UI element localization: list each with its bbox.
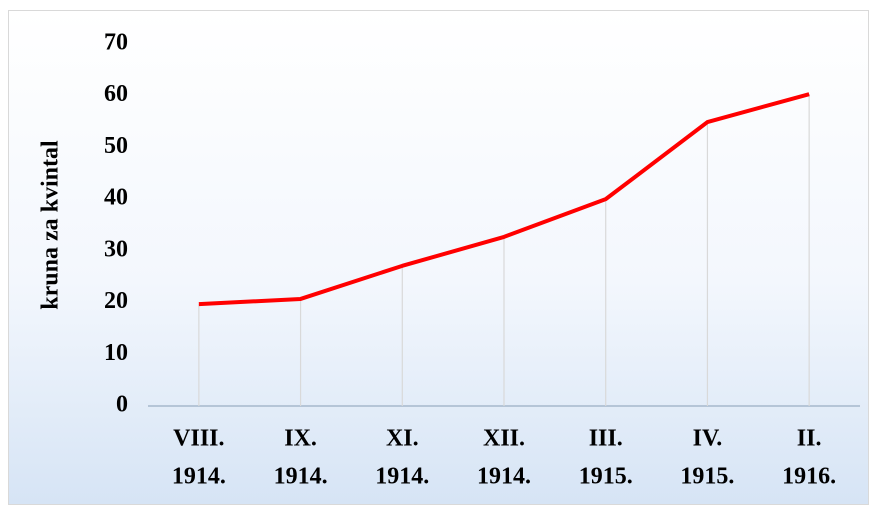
x-tick-label: XII. xyxy=(483,426,525,452)
y-tick-label: 60 xyxy=(104,81,128,107)
y-tick-label: 30 xyxy=(104,236,128,262)
x-tick-label: 1914. xyxy=(172,464,226,490)
x-tick-label: 1914. xyxy=(477,464,531,490)
x-tick-label: 1915. xyxy=(579,464,633,490)
y-tick-label: 20 xyxy=(104,288,128,314)
y-tick-label: 10 xyxy=(104,340,128,366)
x-tick-label: 1915. xyxy=(680,464,734,490)
x-tick-label: IV. xyxy=(693,426,723,452)
y-tick-label: 70 xyxy=(104,30,128,56)
y-tick-label: 50 xyxy=(104,133,128,159)
x-tick-label: XI. xyxy=(386,426,419,452)
x-tick-label: 1914. xyxy=(375,464,429,490)
y-tick-label: 0 xyxy=(116,392,128,418)
x-tick-label: VIII. xyxy=(173,426,224,452)
y-axis-label: kruna za kvintal xyxy=(38,140,64,310)
x-tick-label: IX. xyxy=(284,426,317,452)
x-tick-label: II. xyxy=(797,426,822,452)
x-tick-label: III. xyxy=(589,426,623,452)
data-line xyxy=(198,92,810,307)
y-tick-label: 40 xyxy=(104,185,128,211)
x-tick-label: 1916. xyxy=(782,464,836,490)
x-tick-label: 1914. xyxy=(274,464,328,490)
